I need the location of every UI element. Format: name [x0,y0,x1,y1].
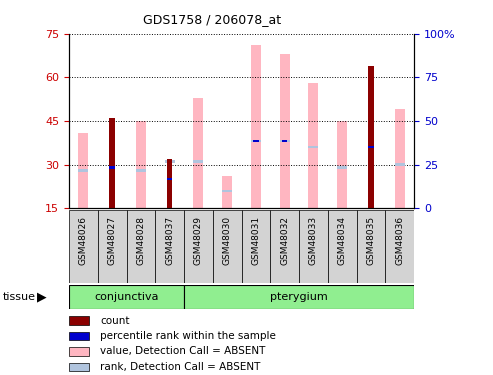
Bar [109,166,115,169]
Bar [69,285,184,309]
Bar [78,133,88,208]
Bar [309,83,318,208]
Bar [78,169,88,171]
Text: rank, Detection Call = ABSENT: rank, Detection Call = ABSENT [100,362,260,372]
Text: GSM48028: GSM48028 [137,216,145,265]
Bar [213,210,242,283]
Bar [184,210,213,283]
Text: ▶: ▶ [37,291,47,304]
Text: percentile rank within the sample: percentile rank within the sample [100,331,276,341]
Bar [193,98,204,208]
Bar [368,146,374,148]
Bar [69,210,98,283]
Bar [165,160,175,163]
Bar [309,146,318,148]
Bar [337,121,347,208]
Bar [98,210,127,283]
Text: GSM48036: GSM48036 [395,216,404,265]
Bar [395,164,405,166]
Bar [368,66,374,208]
Text: GSM48035: GSM48035 [366,216,376,265]
Text: GSM48027: GSM48027 [107,216,117,265]
Bar [155,210,184,283]
Text: GSM48033: GSM48033 [309,216,318,265]
Bar [69,347,89,356]
Bar [167,159,173,208]
Text: GDS1758 / 206078_at: GDS1758 / 206078_at [143,13,281,26]
Bar [282,140,287,142]
Bar [69,316,89,325]
Bar [386,210,414,283]
Bar [193,160,204,163]
Text: GSM48034: GSM48034 [338,216,347,265]
Bar [356,210,386,283]
Bar [328,210,356,283]
Text: GSM48029: GSM48029 [194,216,203,265]
Bar [251,140,261,142]
Bar [270,210,299,283]
Text: value, Detection Call = ABSENT: value, Detection Call = ABSENT [100,346,265,357]
Text: conjunctiva: conjunctiva [94,292,159,302]
Text: GSM48030: GSM48030 [223,216,232,265]
Bar [222,189,232,192]
Text: tissue: tissue [2,292,35,302]
Bar [242,210,270,283]
Bar [280,140,290,142]
Bar [109,118,115,208]
Bar [69,363,89,371]
Bar [337,166,347,169]
Bar [222,176,232,208]
Text: GSM48026: GSM48026 [79,216,88,265]
Text: pterygium: pterygium [270,292,328,302]
Bar [136,169,146,171]
Text: GSM48037: GSM48037 [165,216,174,265]
Bar [184,285,414,309]
Bar [69,332,89,340]
Text: GSM48031: GSM48031 [251,216,260,265]
Bar [395,110,405,208]
Bar [127,210,155,283]
Bar [253,140,259,142]
Bar [280,54,290,208]
Text: GSM48032: GSM48032 [280,216,289,265]
Bar [136,121,146,208]
Text: count: count [100,315,130,326]
Bar [299,210,328,283]
Bar [251,45,261,208]
Bar [167,178,173,180]
